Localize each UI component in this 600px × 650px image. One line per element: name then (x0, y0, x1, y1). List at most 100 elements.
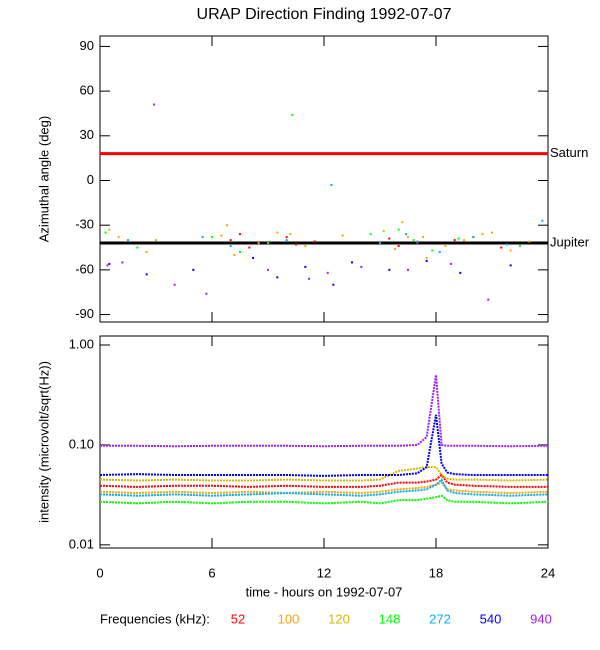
legend-item: 272 (429, 611, 451, 626)
data-point (248, 246, 251, 249)
data-point (304, 245, 307, 248)
data-point (412, 239, 415, 242)
data-point (108, 228, 111, 231)
data-point (155, 239, 157, 242)
x-tick-label: 0 (96, 565, 103, 580)
data-point (425, 259, 428, 262)
y-tick-label: -90 (75, 306, 94, 321)
data-point (453, 239, 456, 242)
x-tick-label: 6 (208, 565, 215, 580)
data-point (229, 245, 232, 248)
data-point (528, 240, 531, 243)
data-point (308, 277, 311, 280)
data-point (388, 268, 391, 271)
data-point (106, 264, 109, 267)
data-point (438, 250, 441, 253)
y-tick-label: -60 (75, 261, 94, 276)
intensity-line (99, 494, 549, 505)
data-point (360, 265, 363, 268)
data-point (330, 183, 333, 186)
y-tick-label: 90 (80, 38, 94, 53)
legend-item: 100 (278, 611, 300, 626)
data-point (220, 234, 223, 237)
data-point (136, 246, 139, 249)
data-point (401, 221, 404, 224)
y-tick-label: 30 (80, 127, 94, 142)
data-point (276, 276, 279, 279)
data-point (382, 230, 385, 233)
data-point (285, 236, 288, 239)
plot-frame (99, 335, 549, 549)
y-axis-label: Azimuthal angle (deg) (36, 116, 51, 242)
data-point (405, 233, 408, 236)
y-tick-label: 0 (87, 172, 94, 187)
data-point (326, 271, 329, 274)
legend-item: 540 (480, 611, 502, 626)
data-point (487, 298, 490, 301)
data-point (351, 261, 353, 264)
data-point (425, 256, 428, 259)
intensity-line (99, 477, 549, 497)
data-point (267, 268, 269, 271)
data-point (459, 271, 462, 274)
legend-item: 940 (530, 611, 552, 626)
data-point (379, 242, 381, 245)
data-point (393, 248, 396, 251)
data-point (463, 239, 465, 242)
data-point (201, 236, 204, 239)
y-tick-label: 60 (80, 83, 94, 98)
data-point (457, 237, 460, 240)
data-point (211, 236, 213, 239)
x-axis-label: time - hours on 1992-07-07 (246, 584, 403, 599)
chart-title: URAP Direction Finding 1992-07-07 (197, 6, 452, 23)
data-point (257, 242, 260, 245)
data-point (500, 246, 503, 249)
data-point (145, 250, 148, 253)
data-point (173, 283, 176, 286)
data-point (289, 233, 292, 236)
data-point (509, 264, 512, 267)
data-point (117, 236, 120, 239)
data-point (313, 240, 316, 243)
reference-label: Jupiter (550, 234, 590, 249)
data-point (239, 250, 241, 253)
data-point (145, 273, 148, 276)
data-point (252, 256, 255, 259)
data-point (416, 242, 419, 245)
data-point (239, 233, 241, 236)
y-tick-label: 1.00 (69, 336, 94, 351)
data-point (407, 268, 409, 271)
data-point (388, 237, 391, 240)
intensity-line (99, 481, 549, 495)
data-point (205, 292, 208, 295)
intensity-line (99, 473, 548, 488)
data-point (449, 262, 452, 265)
intensity-line (99, 414, 548, 477)
legend-label: Frequencies (kHz): (100, 611, 210, 626)
data-point (304, 265, 307, 268)
y-tick-label: 0.10 (69, 436, 94, 451)
data-point (127, 239, 129, 242)
data-point (541, 219, 544, 222)
data-point (153, 103, 156, 106)
data-point (505, 243, 508, 246)
data-point (397, 245, 400, 248)
data-point (225, 224, 228, 227)
data-point (104, 231, 107, 234)
y-tick-label: -30 (75, 217, 94, 232)
data-point (421, 236, 424, 239)
y-tick-label: 0.01 (69, 536, 94, 551)
data-point (519, 245, 521, 248)
data-point (233, 253, 236, 256)
x-tick-label: 24 (541, 565, 555, 580)
reference-label: Saturn (550, 145, 588, 160)
x-tick-label: 12 (317, 565, 331, 580)
legend-item: 148 (379, 611, 401, 626)
legend-item: 52 (231, 611, 245, 626)
data-point (341, 234, 344, 237)
data-point (332, 283, 335, 286)
intensity-line (100, 374, 549, 448)
data-point (509, 249, 512, 252)
data-point (481, 233, 484, 236)
